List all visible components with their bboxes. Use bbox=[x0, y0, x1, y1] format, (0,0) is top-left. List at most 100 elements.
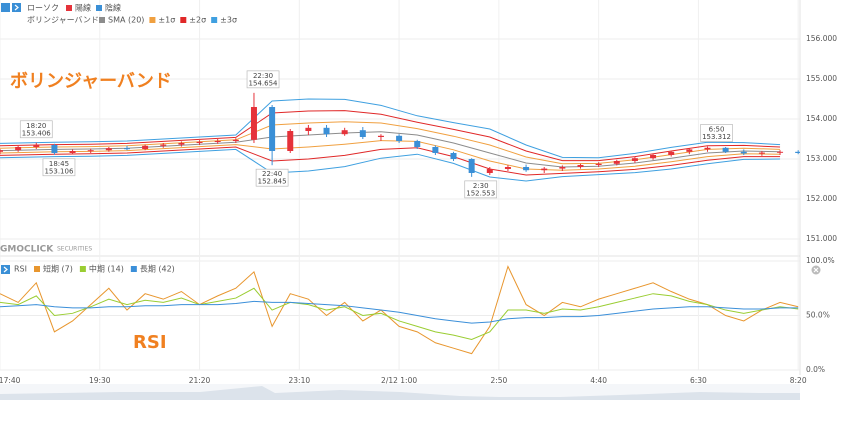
candle-body bbox=[287, 131, 294, 151]
band-line bbox=[0, 121, 781, 165]
legend-label: ±3σ bbox=[220, 16, 237, 25]
legend-label: 陽線 bbox=[75, 3, 91, 13]
candle-body bbox=[160, 144, 167, 146]
panel-label: RSI bbox=[133, 332, 167, 353]
annotation-time: 2:30 bbox=[473, 182, 489, 190]
y-tick-label: 156.000 bbox=[806, 34, 837, 43]
x-tick-label: 21:20 bbox=[189, 376, 211, 385]
annotation-box bbox=[700, 124, 733, 142]
y-tick-label: 151.000 bbox=[806, 234, 837, 243]
annotation-time: 22:40 bbox=[262, 170, 282, 178]
band-line bbox=[0, 98, 781, 159]
icon-button[interactable] bbox=[12, 3, 21, 12]
close-x bbox=[813, 267, 819, 273]
band-line bbox=[0, 148, 781, 182]
icon-button[interactable] bbox=[1, 265, 10, 274]
candle-body bbox=[105, 148, 112, 151]
legend-swatch bbox=[211, 17, 218, 23]
y-tick-label: 100.0% bbox=[806, 256, 835, 265]
candle-body bbox=[704, 147, 711, 150]
annotation-price: 153.406 bbox=[22, 129, 51, 137]
candle-body bbox=[377, 135, 384, 137]
candle-body bbox=[305, 127, 312, 131]
close-button[interactable] bbox=[811, 265, 821, 275]
y-tick-label: 152.000 bbox=[806, 194, 837, 203]
chevron bbox=[14, 4, 19, 11]
legend-swatch bbox=[180, 17, 187, 23]
annotation-box bbox=[255, 168, 289, 187]
legend-swatch bbox=[96, 5, 102, 11]
annotation-box bbox=[464, 180, 498, 199]
x-tick-label: 19:30 bbox=[89, 376, 111, 385]
candle-body bbox=[178, 143, 185, 145]
candle-body bbox=[450, 153, 457, 159]
band-line bbox=[0, 131, 781, 168]
candle-body bbox=[559, 167, 566, 169]
annotation-price: 153.106 bbox=[44, 167, 73, 175]
candle-body bbox=[577, 165, 584, 167]
candle-body bbox=[359, 130, 366, 137]
toolbar-icons[interactable] bbox=[1, 3, 21, 274]
legend-label: ±1σ bbox=[158, 16, 175, 25]
annotation-price: 152.845 bbox=[258, 178, 287, 186]
navigator[interactable] bbox=[0, 384, 800, 400]
y-tick-label: 153.000 bbox=[806, 154, 837, 163]
chevron bbox=[3, 266, 8, 273]
annotation-time: 18:45 bbox=[49, 160, 69, 168]
x-tick-label: 23:10 bbox=[289, 376, 311, 385]
legend-swatch bbox=[130, 266, 137, 272]
icon-button[interactable] bbox=[1, 3, 10, 12]
legend-swatch bbox=[99, 17, 105, 23]
candle-body bbox=[631, 158, 638, 161]
watermark-suffix: SECURITIES bbox=[57, 246, 92, 253]
legend-label: ボリンジャーバンド bbox=[27, 16, 99, 25]
annotation-time: 18:20 bbox=[26, 122, 46, 130]
candle-body bbox=[795, 151, 800, 153]
candle-body bbox=[650, 155, 657, 159]
legend-label: 中期 (14) bbox=[89, 264, 124, 274]
candle-body bbox=[504, 167, 511, 169]
candle-body bbox=[51, 145, 58, 153]
legend-label: 陰線 bbox=[105, 3, 121, 13]
candle-body bbox=[341, 130, 348, 135]
candle-body bbox=[432, 147, 439, 153]
legend-label: ±2σ bbox=[189, 16, 206, 25]
legend-swatch bbox=[66, 5, 72, 11]
candle-body bbox=[668, 151, 675, 155]
y-tick-label: 154.000 bbox=[806, 114, 837, 123]
candle-body bbox=[33, 145, 40, 147]
candle-body bbox=[758, 152, 765, 154]
candle-body bbox=[269, 107, 276, 151]
candle-body bbox=[486, 169, 493, 173]
x-tick-label: 8:20 bbox=[790, 376, 807, 385]
candle-body bbox=[740, 151, 747, 154]
candle-body bbox=[232, 139, 239, 141]
rsi-line bbox=[0, 265, 799, 355]
x-tick-label: 6:30 bbox=[690, 376, 707, 385]
annotation-price: 153.312 bbox=[702, 133, 731, 141]
candle-body bbox=[541, 168, 548, 171]
candle-body bbox=[613, 161, 620, 164]
candle-body bbox=[323, 127, 330, 135]
candle-body bbox=[414, 141, 421, 147]
candle-body bbox=[0, 150, 3, 152]
candle-body bbox=[123, 148, 130, 150]
candle-body bbox=[686, 149, 693, 152]
legend-label: ローソク bbox=[27, 4, 59, 13]
panel-label: ボリンジャーバンド bbox=[10, 71, 172, 92]
candle-body bbox=[468, 159, 475, 173]
candle-body bbox=[777, 151, 784, 153]
x-tick-label: 2/11 17:40 bbox=[0, 376, 21, 385]
legend-swatch bbox=[149, 17, 156, 23]
legend-label: 長期 (42) bbox=[140, 265, 175, 274]
y-tick-label: 50.0% bbox=[806, 311, 830, 320]
candle-body bbox=[15, 147, 22, 151]
candle-body bbox=[523, 167, 530, 171]
candle-body bbox=[396, 135, 403, 141]
legend-swatch bbox=[34, 266, 40, 272]
candle-body bbox=[250, 107, 257, 140]
candle-body bbox=[196, 141, 203, 143]
x-tick-label: 2/12 1:00 bbox=[381, 376, 417, 385]
